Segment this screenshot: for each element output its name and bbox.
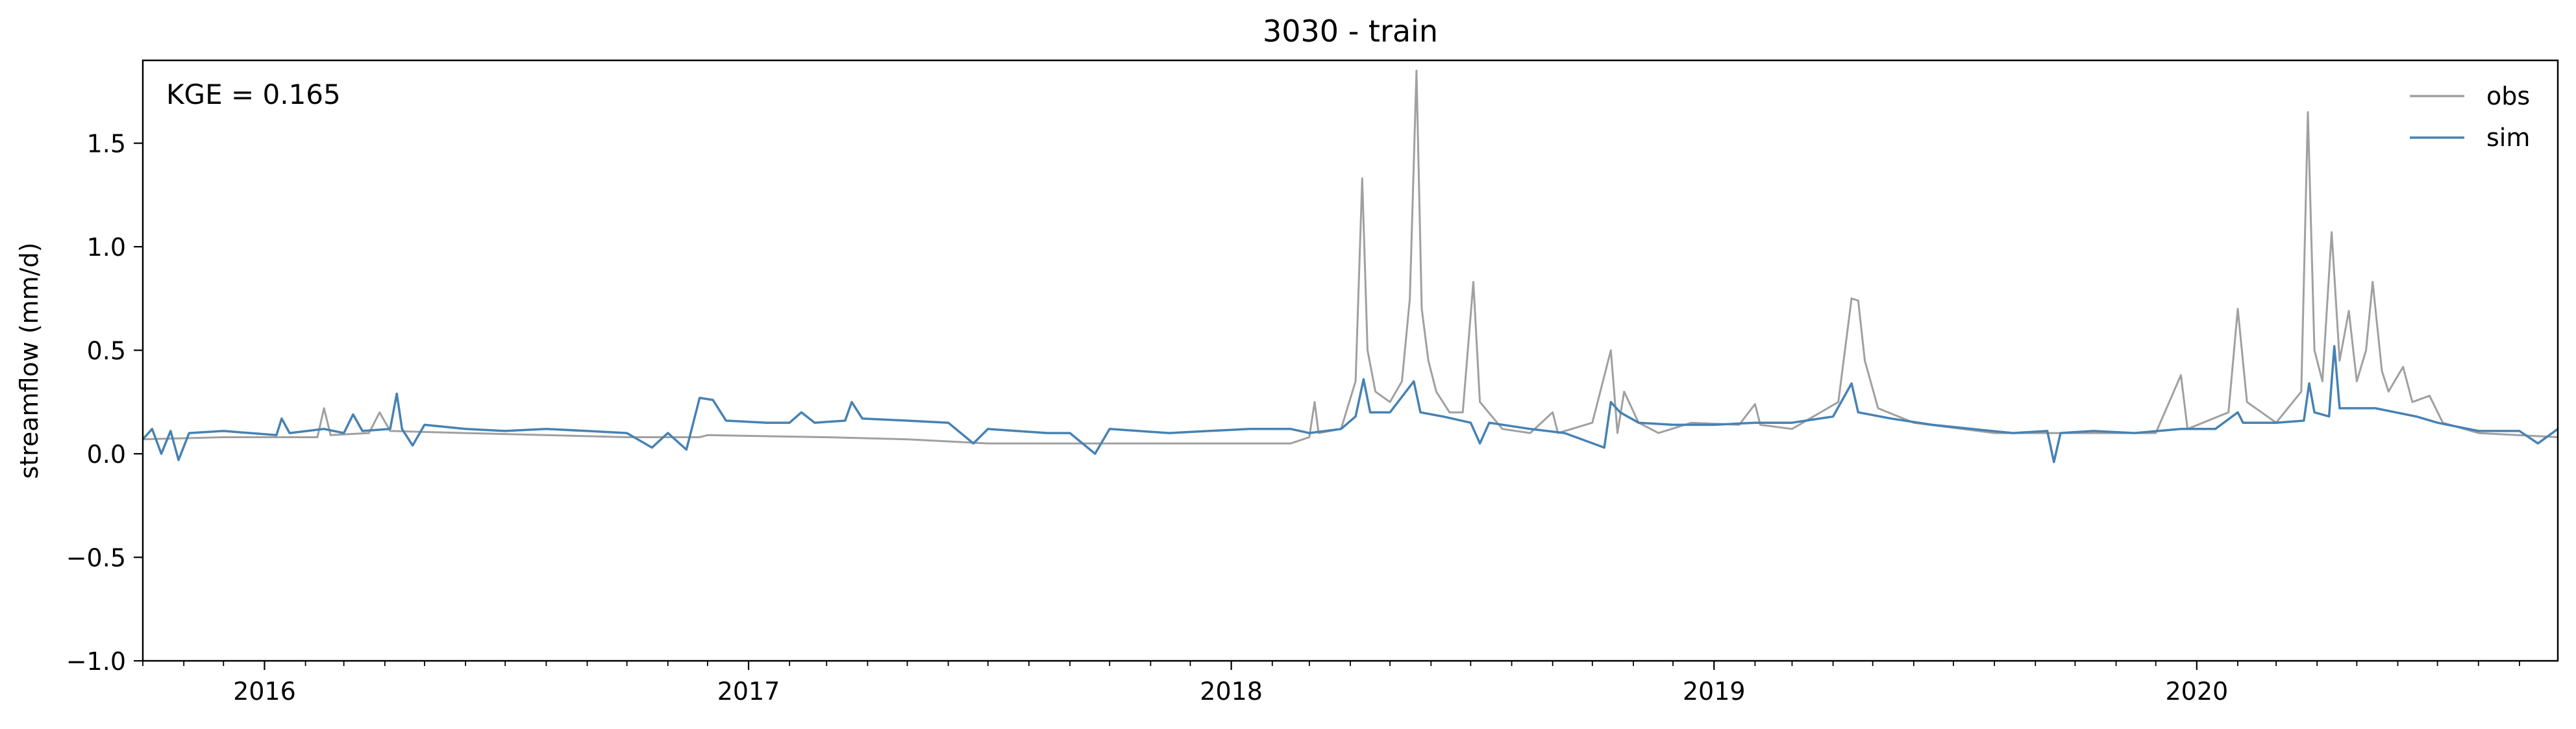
x-tick-label: 2018 [1200,677,1263,706]
y-tick-label: −0.5 [66,544,126,573]
y-tick-label: −1.0 [66,647,126,676]
x-tick-label: 2016 [233,677,296,706]
chart-title: 3030 - train [1263,14,1438,49]
series-layer [143,69,2558,463]
legend: obs sim [2410,82,2530,152]
y-tick-label: 1.0 [87,233,126,262]
y-axis-label: streamflow (mm/d) [15,242,43,478]
kge-annotation: KGE = 0.165 [166,79,341,110]
legend-label-obs: obs [2486,82,2530,110]
series-line-sim [143,345,2558,463]
axes-frame [142,59,2559,662]
x-axis: 2016 2017 2018 2019 2020 [142,661,2520,706]
legend-label-sim: sim [2486,123,2530,152]
series-line-obs [143,69,2558,445]
y-tick-label: 0.0 [87,440,126,469]
x-tick-label: 2020 [2165,677,2228,706]
y-tick-label: 0.5 [87,337,126,365]
x-tick-label: 2017 [717,677,780,706]
x-tick-label: 2019 [1683,677,1746,706]
y-axis: −1.0 −0.5 0.0 0.5 1.0 1.5 [66,130,143,676]
y-tick-label: 1.5 [87,130,126,158]
